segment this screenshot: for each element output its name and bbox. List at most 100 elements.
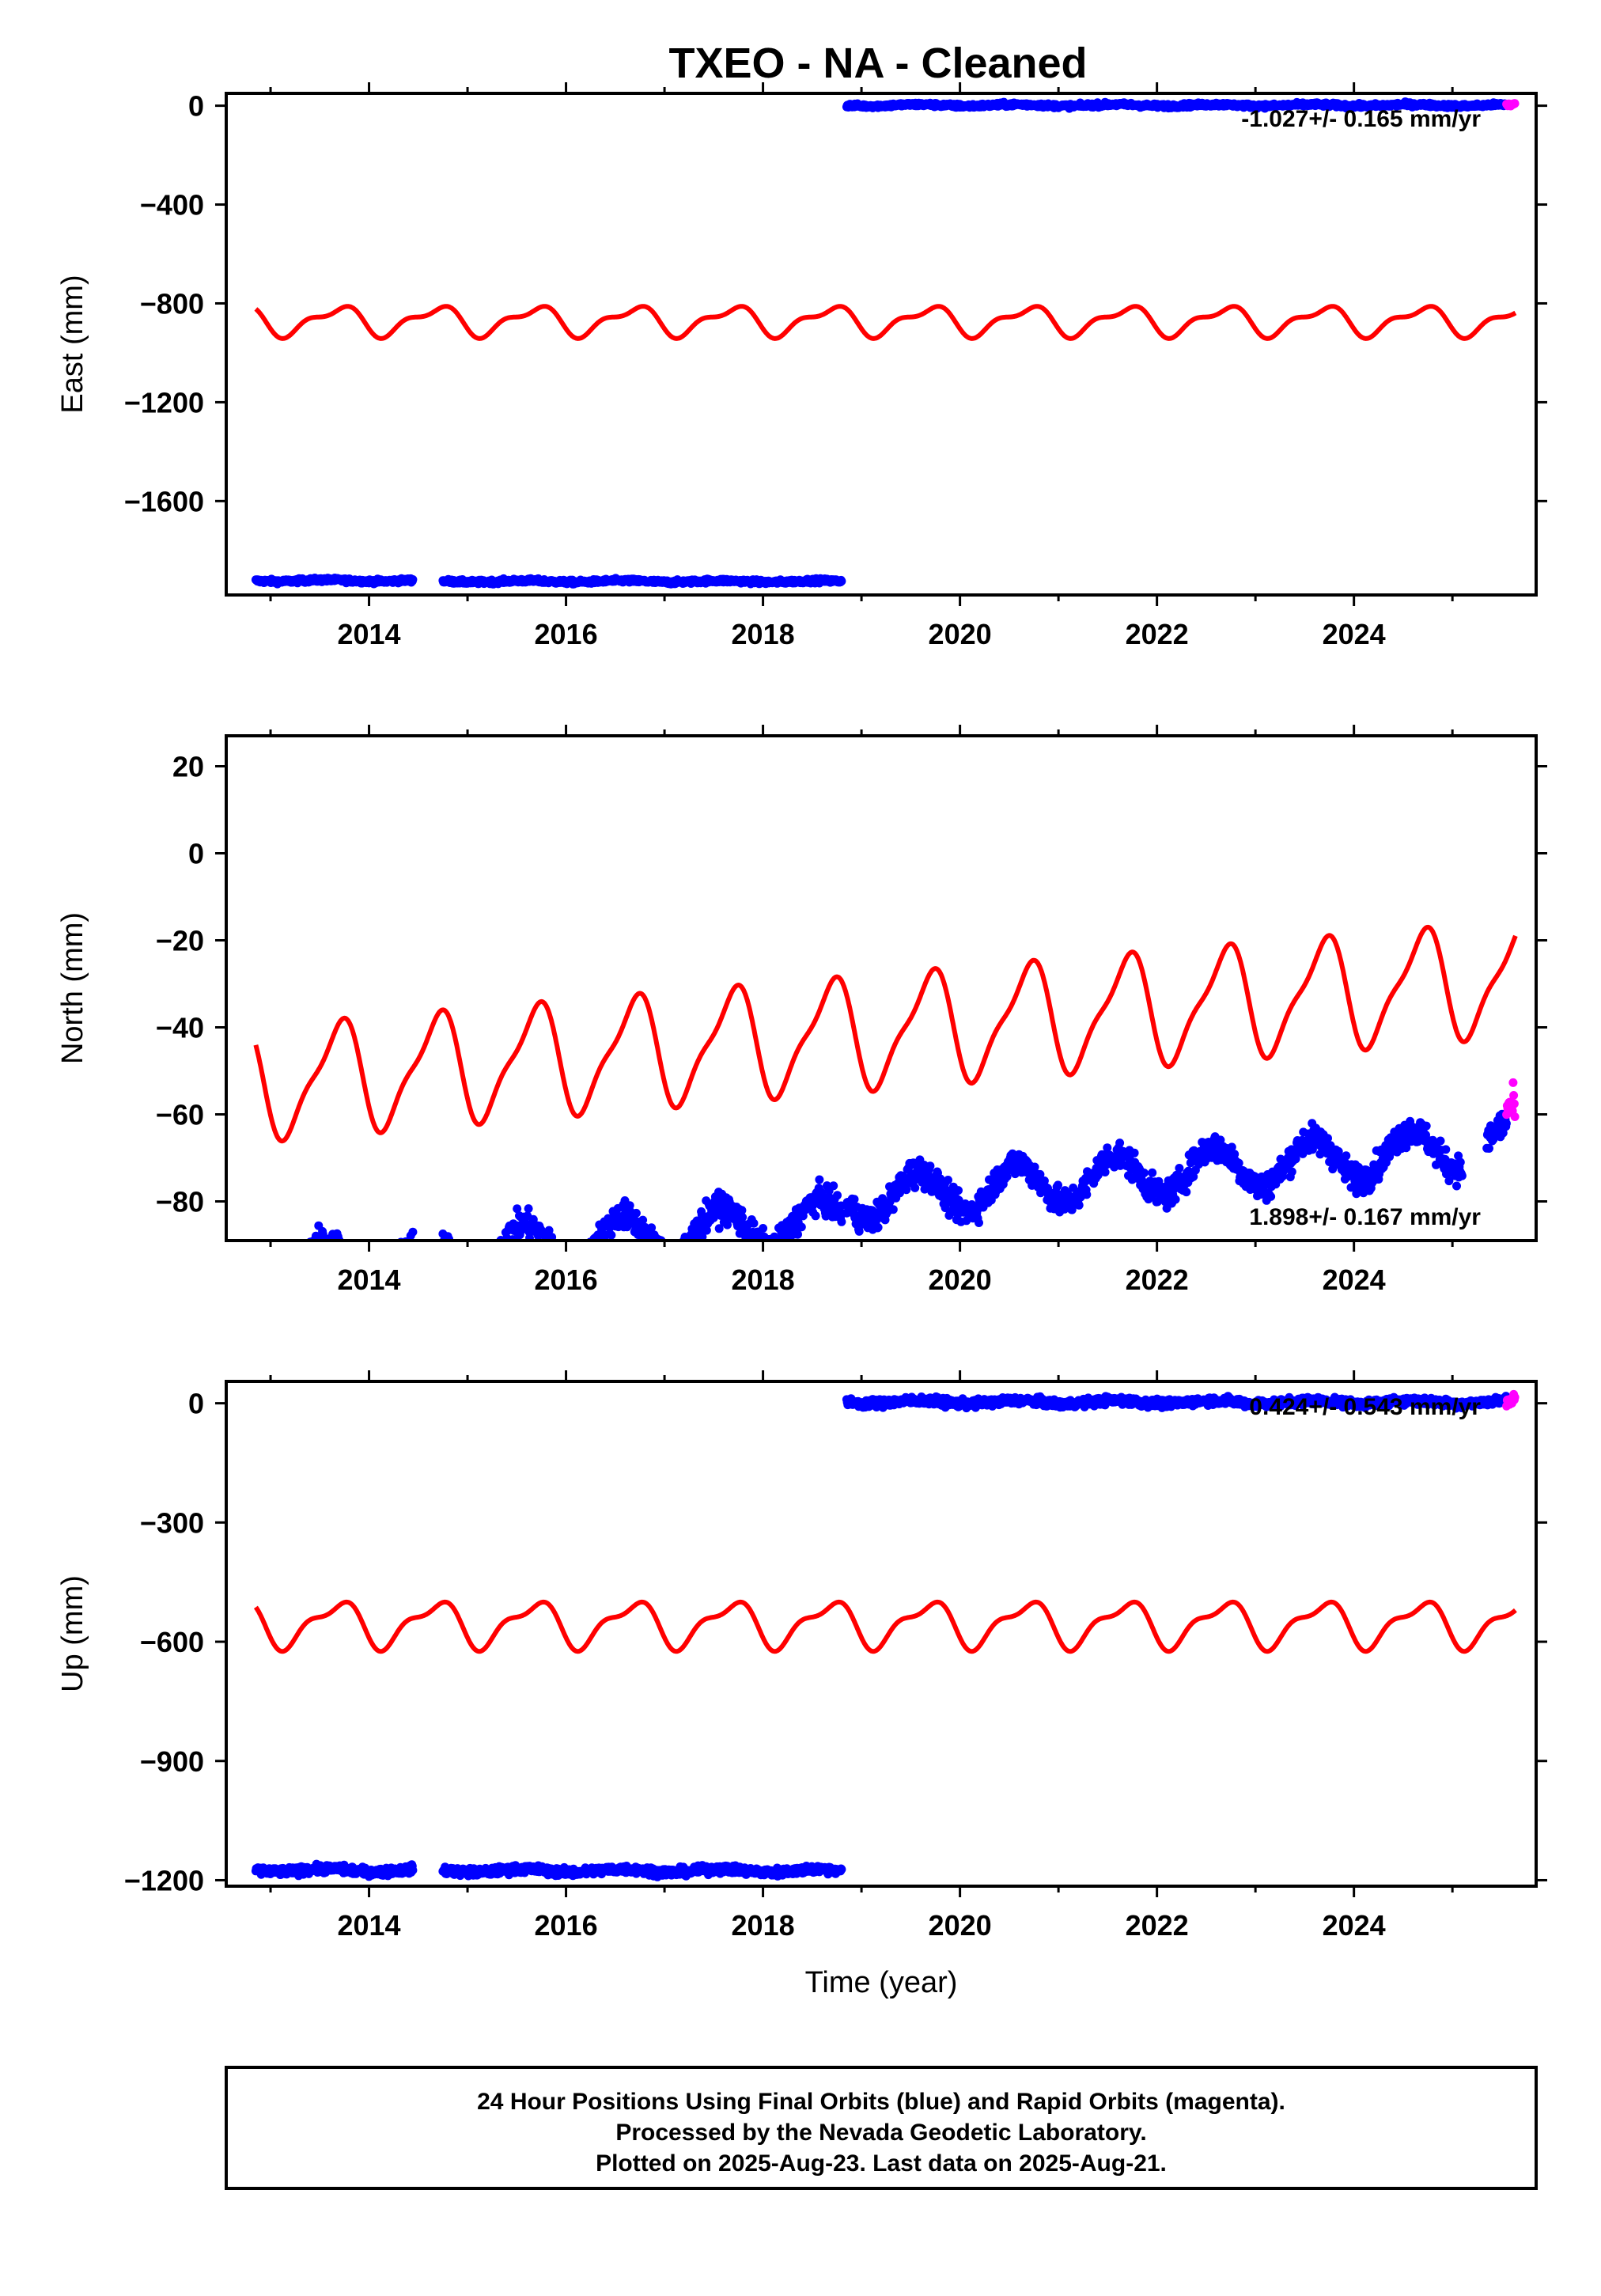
final-point — [1441, 1145, 1451, 1154]
final-point — [407, 1248, 416, 1257]
final-point — [588, 1242, 596, 1251]
final-point — [638, 1215, 648, 1225]
final-point — [749, 1218, 759, 1228]
final-point — [873, 1222, 883, 1232]
east-final-series-2 — [842, 97, 1511, 113]
final-point — [282, 1277, 290, 1286]
final-point — [466, 1277, 475, 1286]
rapid-point — [1510, 1112, 1520, 1121]
final-point — [672, 1256, 681, 1265]
final-point — [589, 1250, 598, 1259]
final-point — [278, 1276, 287, 1285]
north-y-axis-label: North (mm) — [56, 912, 89, 1064]
final-point — [1002, 1172, 1012, 1181]
final-point — [455, 1252, 464, 1261]
final-point — [477, 1262, 486, 1271]
final-point — [751, 1241, 760, 1250]
final-point — [1234, 1158, 1243, 1168]
final-point — [660, 1254, 669, 1263]
final-point — [910, 1183, 920, 1192]
final-point — [266, 1283, 274, 1291]
final-point — [321, 1244, 330, 1252]
final-point — [1436, 1136, 1445, 1146]
final-point — [278, 1283, 286, 1291]
final-point — [469, 1271, 478, 1279]
final-point — [1452, 1181, 1461, 1191]
final-point — [398, 1252, 407, 1261]
final-point — [494, 1248, 502, 1256]
final-point — [397, 1249, 406, 1258]
final-point — [272, 1284, 281, 1293]
final-point — [450, 1242, 459, 1251]
final-point — [1054, 1180, 1062, 1190]
final-point — [267, 1281, 276, 1290]
final-point — [651, 1247, 660, 1256]
rapid-point — [1509, 1099, 1519, 1108]
final-point — [473, 1252, 482, 1261]
final-point — [271, 1298, 280, 1306]
final-point — [284, 1265, 293, 1274]
final-point — [408, 1866, 418, 1875]
final-point — [292, 1260, 301, 1268]
y-tick-label: 0 — [188, 838, 204, 870]
final-point — [759, 1251, 767, 1260]
final-point — [665, 1253, 674, 1262]
final-point — [252, 1270, 261, 1279]
final-point — [556, 1248, 565, 1257]
final-point — [310, 1242, 319, 1251]
final-point — [668, 1243, 676, 1252]
final-point — [264, 1279, 273, 1287]
final-point — [493, 1251, 501, 1260]
final-point — [595, 1246, 604, 1255]
final-point — [1287, 1167, 1296, 1176]
final-point — [472, 1262, 481, 1271]
north-rate-label: 1.898+/- 0.167 mm/yr — [1249, 1204, 1481, 1230]
final-point — [262, 1266, 271, 1275]
final-point — [259, 1288, 268, 1297]
final-point — [581, 1248, 590, 1257]
final-point — [489, 1252, 498, 1260]
final-point — [270, 1282, 278, 1290]
final-point — [670, 1256, 679, 1265]
final-point — [268, 1296, 277, 1305]
final-point — [1148, 1168, 1157, 1177]
x-tick-label: 2016 — [535, 1264, 598, 1296]
final-point — [500, 1246, 509, 1255]
final-point — [405, 1244, 414, 1252]
final-point — [854, 1226, 864, 1236]
final-point — [343, 1252, 352, 1260]
east-model-curve — [254, 304, 1517, 341]
final-point — [485, 1254, 494, 1263]
final-point — [302, 1256, 311, 1265]
final-point — [494, 1245, 502, 1253]
north-final-series-2 — [842, 1116, 1467, 1236]
final-point — [671, 1250, 679, 1259]
final-point — [767, 1242, 776, 1251]
y-tick-label: −800 — [140, 287, 204, 320]
final-point — [451, 1256, 460, 1265]
final-point — [581, 1252, 590, 1261]
final-point — [483, 1260, 492, 1269]
final-point — [1175, 1164, 1184, 1173]
final-point — [288, 1268, 297, 1277]
final-point — [342, 1241, 350, 1250]
final-point — [261, 1292, 270, 1301]
x-tick-label: 2024 — [1323, 1264, 1386, 1296]
final-point — [548, 1243, 557, 1252]
final-point — [257, 1266, 266, 1275]
final-point — [811, 1211, 820, 1221]
final-point — [679, 1248, 687, 1256]
final-point — [464, 1279, 473, 1287]
final-point — [463, 1264, 471, 1272]
final-point — [443, 1242, 452, 1251]
final-point — [290, 1262, 299, 1271]
final-point — [467, 1271, 476, 1280]
final-point — [254, 1279, 263, 1287]
x-tick-label: 2018 — [732, 1264, 795, 1296]
final-point — [305, 1248, 313, 1257]
final-point — [550, 1241, 558, 1250]
final-point — [290, 1277, 298, 1286]
final-point — [255, 1267, 264, 1276]
final-point — [577, 1247, 586, 1256]
final-point — [471, 1268, 479, 1277]
